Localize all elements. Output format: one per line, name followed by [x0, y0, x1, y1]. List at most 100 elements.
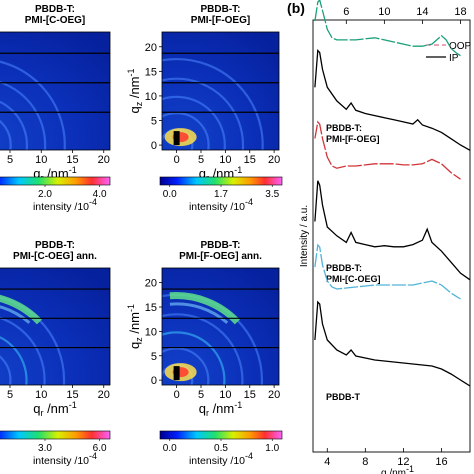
- panel-label: (b): [287, 0, 305, 16]
- x-tick-label: 10: [35, 154, 47, 166]
- profile-label-line1: PBDB-T:: [326, 123, 362, 133]
- colorbar-label: intensity /10-4: [189, 451, 253, 467]
- x-tick-label: 5: [198, 389, 204, 401]
- map-title-line1: PBDB-T:: [201, 240, 241, 251]
- map-title-line2: PMI-[F-OEG] ann.: [179, 251, 262, 262]
- colorbar: 0.0 0.5 1.0 intensity /10-4: [159, 430, 283, 467]
- scatter-ring: [0, 100, 29, 150]
- lamellar-arc: [169, 292, 240, 325]
- profile-group: PBDB-T:PMI-[C-OEG]: [314, 120, 471, 284]
- x-tick-label: 20: [268, 389, 280, 401]
- x-tick-label: 10: [219, 154, 231, 166]
- scatter-ring: [0, 316, 46, 385]
- y-tick-label: 10: [145, 326, 157, 338]
- map-panel-map_f_oeg: PBDB-T:PMI-[F-OEG] 0 5 10 15 20 0 5 10 15 20 qz /nm…: [126, 4, 283, 213]
- bottom-tick-label: 12: [397, 456, 409, 468]
- y-axis-label: Intensity / a.u.: [299, 205, 310, 267]
- scatter-ring: [0, 60, 66, 150]
- colorbar-label: intensity /10-4: [189, 197, 253, 213]
- x-tick-label: 20: [98, 154, 110, 166]
- scatter-ring: [0, 119, 12, 150]
- y-tick-label: 20: [145, 278, 157, 290]
- x-tick-label: 20: [268, 154, 280, 166]
- scatter-ring: [162, 313, 244, 385]
- y-tick-label: 0: [151, 375, 157, 387]
- series-ip-line: [314, 300, 471, 387]
- series-ip-line: [314, 180, 471, 281]
- map-image: [0, 268, 110, 385]
- profile-label-line2: PMI-[F-OEG]: [326, 134, 380, 144]
- colorbar-tick-label: 3.0: [38, 443, 52, 454]
- x-tick-label: 15: [244, 154, 256, 166]
- y-tick-label: 10: [145, 91, 157, 103]
- x-tick-label: 15: [66, 154, 78, 166]
- beamstop: [173, 131, 180, 146]
- y-axis-label: qz /nm-1: [126, 304, 144, 349]
- colorbar-tick-label: 3.5: [265, 189, 279, 200]
- series-oop-line: [314, 243, 461, 300]
- y-tick-label: 20: [145, 42, 157, 54]
- lamellar-arc: [169, 302, 229, 324]
- x-tick-label: 5: [7, 389, 13, 401]
- x-tick-label: 5: [7, 154, 13, 166]
- colorbar-tick-label: 2.0: [38, 189, 52, 200]
- x-tick-label: 5: [198, 154, 204, 166]
- map-panel-map_c_oeg: PBDB-T:PMI-[C-OEG]05101520qr /nm-11.02.0…: [0, 4, 111, 213]
- profile-group: PBDB-T:PMI-[F-OEG]: [314, 0, 471, 151]
- scatter-ring: [0, 355, 12, 385]
- beamstop: [173, 366, 180, 381]
- colorbar-tick-label: 1.7: [214, 189, 228, 200]
- scatter-ring: [162, 347, 210, 385]
- scatter-ring: [0, 296, 66, 385]
- series-oop-line: [314, 120, 461, 180]
- map-title-line1: PBDB-T:: [201, 4, 241, 15]
- colorbar-tick-label: 6.0: [93, 443, 107, 454]
- colorbar-tick-label: 4.0: [93, 189, 107, 200]
- top-tick-label: 10: [378, 6, 390, 18]
- top-tick-label: 14: [416, 6, 428, 18]
- colorbar-gradient: [159, 176, 283, 186]
- plot-frame: [312, 19, 471, 453]
- lamellar-arc: [0, 294, 43, 325]
- x-tick-label: 20: [98, 389, 110, 401]
- colorbar-gradient: [0, 430, 111, 440]
- colorbar-tick-label: 1.0: [265, 443, 279, 454]
- top-tick-label: 18: [454, 6, 466, 18]
- x-tick-label: 10: [219, 389, 231, 401]
- legend-label-ip: IP: [449, 53, 459, 64]
- scatter-ring: [162, 331, 226, 385]
- map-title-line1: PBDB-T:: [35, 4, 75, 15]
- map-image: [162, 268, 279, 385]
- bottom-tick-label: 8: [362, 456, 368, 468]
- map-panel-map_f_oeg_ann: PBDB-T:PMI-[F-OEG] ann. 0 5 10 15 20 0 5 10 15 20 q…: [126, 240, 283, 467]
- bottom-tick-label: 4: [324, 456, 330, 468]
- series-ip-line: [314, 48, 471, 151]
- scatter-ring: [162, 77, 245, 150]
- map-frame: [161, 267, 280, 386]
- colorbar: 0.0 1.7 3.5 intensity /10-4: [159, 176, 283, 213]
- profile-label-line1: PBDB-T: [326, 392, 360, 402]
- x-axis-label: qr /nm-1: [33, 400, 77, 418]
- scatter-ring: [0, 336, 28, 385]
- x-tick-label: 15: [244, 389, 256, 401]
- top-tick-label: 6: [343, 6, 349, 18]
- x-axis-label: q /nm-1: [381, 464, 414, 474]
- series-oop-line: [314, 0, 461, 57]
- legend-label-oop: OOP: [449, 41, 472, 52]
- x-tick-label: 0: [174, 389, 180, 401]
- y-tick-label: 0: [151, 140, 157, 152]
- colorbar-tick-label: 0.0: [163, 189, 177, 200]
- y-tick-label: 15: [145, 66, 157, 78]
- map-frame: [0, 31, 111, 151]
- colorbar-gradient: [159, 430, 283, 440]
- x-axis-label: qr /nm-1: [199, 400, 243, 418]
- map-panel-map_c_oeg_ann: PBDB-T:PMI-[C-OEG] ann.05101520qr /nm-10…: [0, 240, 111, 467]
- colorbar-tick-label: 0.5: [214, 443, 228, 454]
- bottom-tick-label: 16: [435, 456, 447, 468]
- x-tick-label: 0: [174, 154, 180, 166]
- scatter-ring: [162, 57, 264, 150]
- lamellar-arc: [0, 305, 31, 324]
